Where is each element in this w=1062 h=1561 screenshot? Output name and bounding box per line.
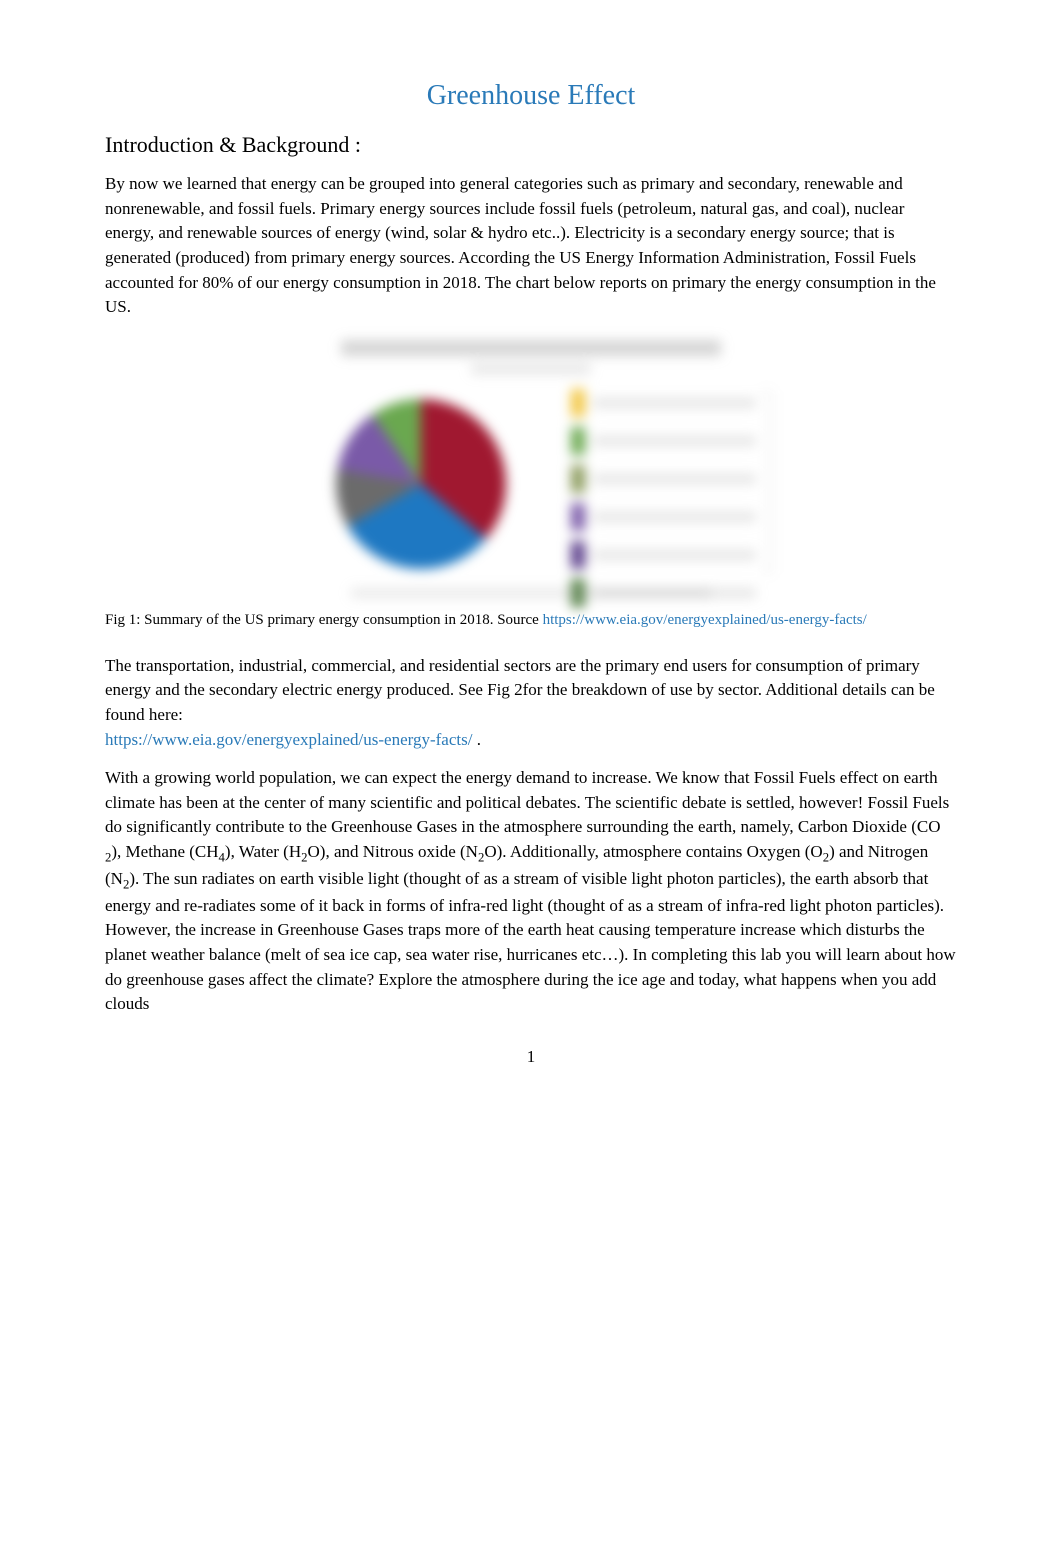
p3-seg7: ). The sun radiates on earth visible lig… (105, 869, 956, 1013)
intro-paragraph: By now we learned that energy can be gro… (105, 172, 957, 320)
section-heading: Introduction & Background : (105, 132, 957, 158)
caption-prefix: Fig 1: Summary of the US primary energy … (105, 612, 543, 628)
p3-seg1: With a growing world population, we can … (105, 768, 949, 836)
legend-bracket (761, 392, 771, 572)
sectors-paragraph: The transportation, industrial, commerci… (105, 654, 957, 753)
chart-source-blurred (351, 588, 711, 598)
para2-link[interactable]: https://www.eia.gov/energyexplained/us-e… (105, 730, 472, 749)
chart-legend (571, 389, 756, 617)
document-title: Greenhouse Effect (105, 80, 957, 112)
figure-1-caption: Fig 1: Summary of the US primary energy … (105, 610, 957, 632)
chart-title-blurred (341, 340, 721, 356)
p3-seg5: O). Additionally, atmosphere contains Ox… (484, 842, 822, 861)
para2-text: The transportation, industrial, commerci… (105, 656, 935, 724)
para2-suffix: . (472, 730, 481, 749)
chart-subtitle-blurred (471, 364, 591, 374)
p3-seg2: ), Methane (CH (111, 842, 218, 861)
pie-chart (336, 399, 506, 569)
page-number: 1 (105, 1047, 957, 1067)
p3-seg3: ), Water (H (225, 842, 301, 861)
figure-1-container (105, 334, 957, 604)
figure-1-chart (281, 334, 781, 604)
p3-seg4: O), and Nitrous oxide (N (308, 842, 478, 861)
greenhouse-paragraph: With a growing world population, we can … (105, 766, 957, 1017)
